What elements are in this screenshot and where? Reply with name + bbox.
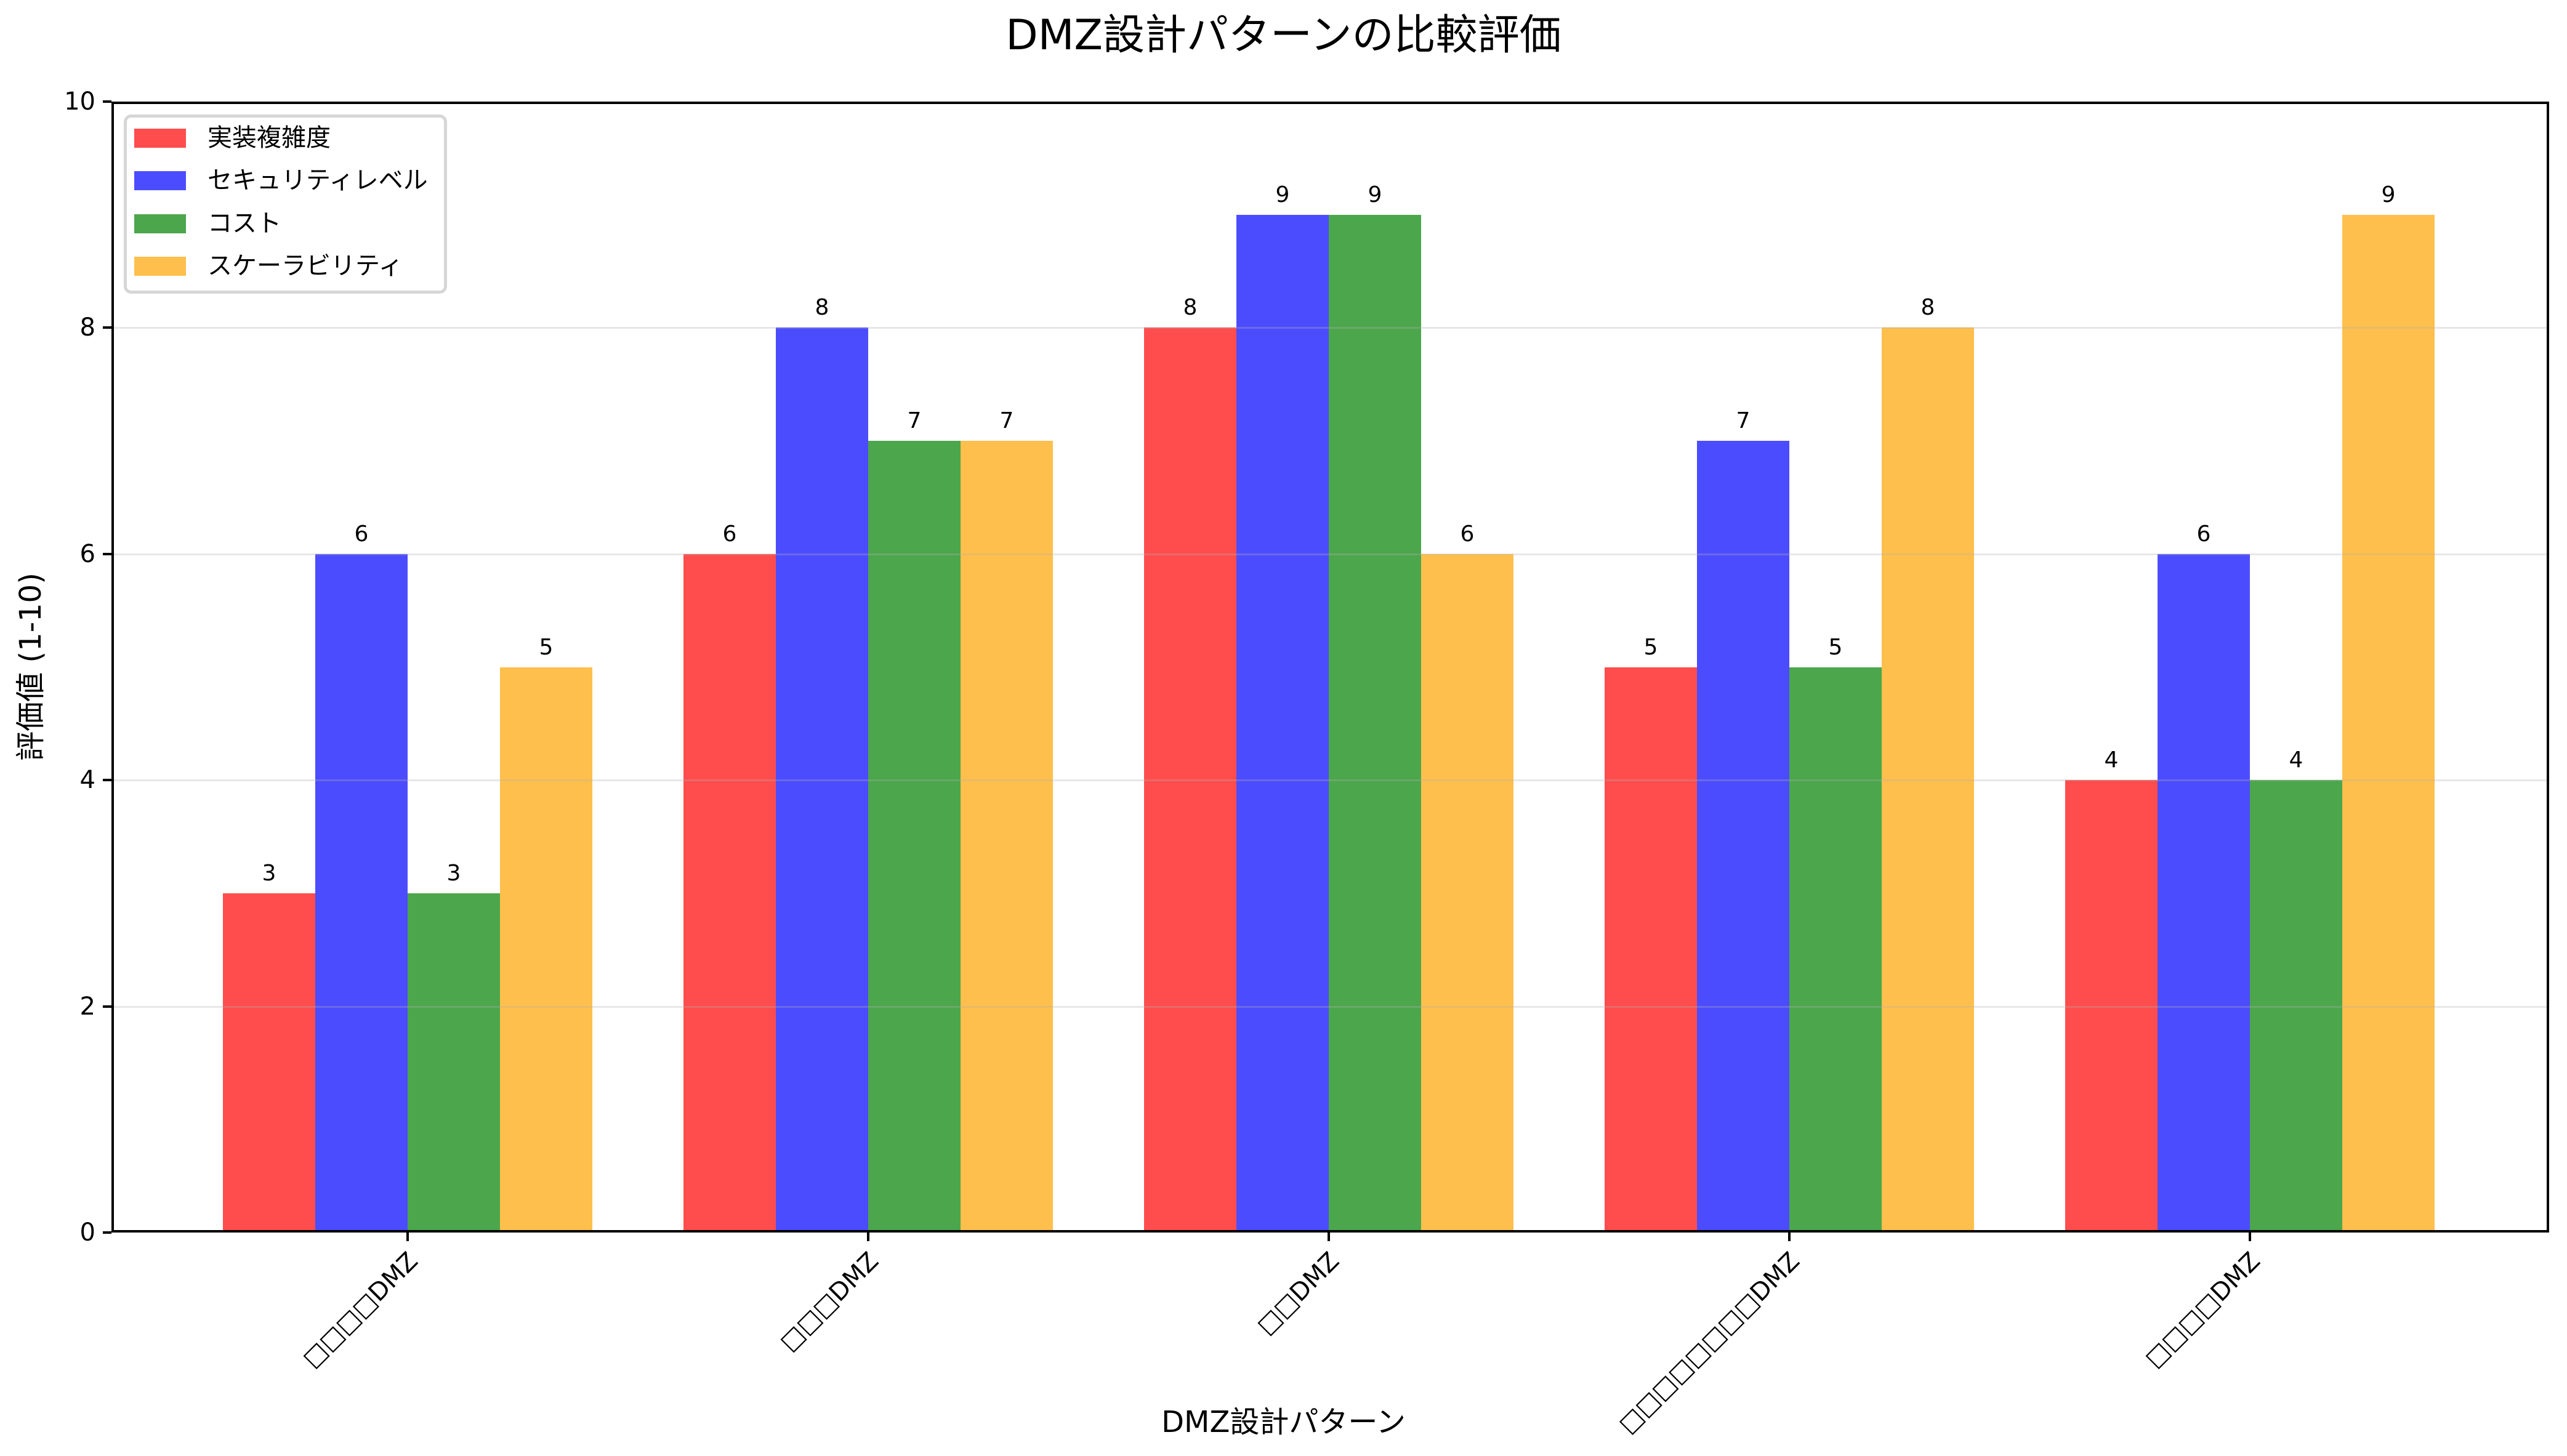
bar-value-label: 7: [907, 408, 922, 434]
bar: [2342, 214, 2435, 1233]
bar: [408, 893, 500, 1233]
bar: [1882, 328, 1974, 1233]
gridline: [111, 779, 2549, 782]
legend-swatch: [134, 128, 186, 148]
bar-value-label: 7: [999, 408, 1014, 434]
bar-value-label: 9: [1368, 182, 1382, 207]
bar: [868, 441, 961, 1233]
legend-item: スケーラビリティ: [134, 247, 403, 284]
x-tick: [406, 1233, 409, 1241]
y-tick: [103, 552, 111, 555]
bar-value-label: 8: [815, 295, 829, 321]
x-tick-label: □□DMZ: [1251, 1247, 1345, 1340]
legend-item: コスト: [134, 205, 281, 242]
y-axis-label: 評価値 (1-10): [14, 573, 48, 761]
y-tick-label: 10: [64, 87, 95, 116]
bar-value-label: 8: [1183, 295, 1198, 321]
bar-value-label: 6: [354, 521, 369, 547]
legend-swatch: [134, 256, 186, 276]
y-tick-label: 8: [79, 313, 95, 342]
bar: [1789, 667, 1882, 1233]
x-tick: [2249, 1233, 2251, 1241]
x-axis-label: DMZ設計パターン: [1161, 1405, 1406, 1439]
x-tick: [1328, 1233, 1330, 1241]
bar: [683, 553, 776, 1233]
legend-swatch: [134, 171, 186, 190]
bar-value-label: 6: [722, 521, 737, 547]
gridline: [111, 327, 2549, 329]
bar: [1421, 553, 1513, 1233]
y-tick: [103, 1231, 111, 1234]
legend-label: コスト: [208, 209, 281, 238]
x-tick: [1788, 1233, 1791, 1241]
bar-value-label: 6: [1460, 521, 1475, 547]
gridline: [111, 553, 2549, 555]
bar: [500, 667, 592, 1233]
legend-swatch: [134, 214, 186, 233]
legend-label: スケーラビリティ: [208, 252, 403, 280]
bar: [223, 893, 315, 1233]
x-tick-label: □□□□DMZ: [297, 1247, 424, 1374]
x-tick-label: □□□DMZ: [774, 1247, 884, 1357]
bar: [315, 553, 408, 1233]
legend-label: セキュリティレベル: [208, 166, 428, 195]
gridline: [111, 1005, 2549, 1008]
bar-value-label: 4: [2289, 747, 2303, 773]
bar-value-label: 6: [2196, 521, 2211, 547]
bar: [2158, 553, 2250, 1233]
plot-area: 3 6 3 5 6 8 7 7 8 9 9 6 5 7 5 8 4 6 4 9: [111, 102, 2549, 1233]
bar-value-label: 3: [262, 860, 276, 886]
bar: [2065, 780, 2158, 1233]
bar: [1697, 441, 1789, 1233]
bar-value-label: 5: [1828, 634, 1843, 660]
bar-value-label: 5: [1643, 634, 1658, 660]
y-tick-label: 2: [79, 992, 95, 1021]
legend-item: セキュリティレベル: [134, 162, 428, 199]
x-tick: [867, 1233, 869, 1241]
bar-value-label: 9: [2381, 182, 2396, 207]
y-tick-label: 6: [79, 539, 95, 568]
x-tick-label: □□□□DMZ: [2139, 1247, 2266, 1374]
chart-title: DMZ設計パターンの比較評価: [1005, 11, 1562, 60]
bar: [1236, 214, 1329, 1233]
bar-value-label: 7: [1736, 408, 1751, 434]
legend: 実装複雑度セキュリティレベル コストスケーラビリティ: [124, 115, 447, 294]
bar-value-label: 8: [1920, 295, 1935, 321]
bar-value-label: 3: [446, 860, 461, 886]
bar: [2250, 780, 2342, 1233]
bar: [1329, 214, 1421, 1233]
bar: [776, 328, 868, 1233]
legend-label: 実装複雑度: [208, 124, 331, 152]
bar-value-label: 5: [539, 634, 554, 660]
y-tick-label: 0: [79, 1218, 95, 1247]
y-tick: [103, 1005, 111, 1008]
bar: [1605, 667, 1697, 1233]
legend-item: 実装複雑度: [134, 119, 331, 156]
y-tick-label: 4: [79, 766, 95, 795]
bar: [1144, 328, 1236, 1233]
y-tick: [103, 100, 111, 103]
y-tick: [103, 779, 111, 782]
bar: [961, 441, 1053, 1233]
bar-value-label: 4: [2104, 747, 2119, 773]
bar-value-label: 9: [1275, 182, 1290, 207]
y-tick: [103, 326, 111, 329]
